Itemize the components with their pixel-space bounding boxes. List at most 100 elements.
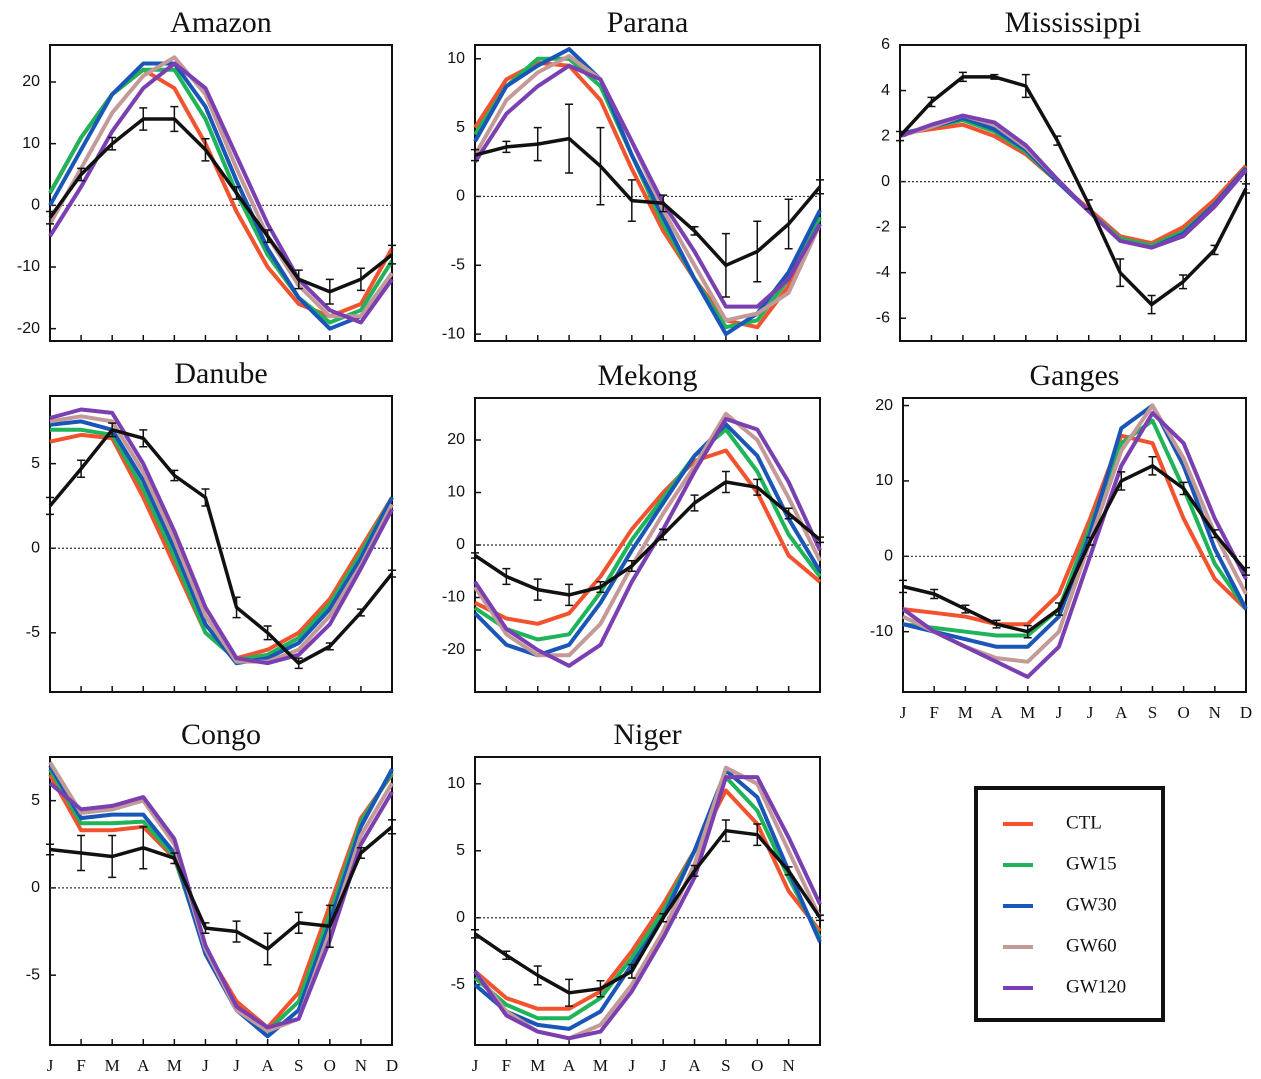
error-bar xyxy=(690,494,699,512)
legend-label: GW60 xyxy=(1066,935,1117,956)
error-bar xyxy=(471,148,479,162)
x-tick-label: M xyxy=(958,703,973,722)
observed-line xyxy=(898,75,1248,307)
y-tick-label: 0 xyxy=(456,536,465,553)
x-tick-label: F xyxy=(76,1056,85,1075)
error-bar xyxy=(721,232,730,298)
y-tick-label: 0 xyxy=(31,879,40,896)
error-bar xyxy=(627,963,636,979)
y-tick-label: -5 xyxy=(26,966,40,983)
panel-title: Ganges xyxy=(1030,359,1120,392)
error-bar xyxy=(1023,624,1032,639)
model-line xyxy=(473,427,822,642)
plot-frame xyxy=(902,397,1247,693)
model-line xyxy=(473,417,822,668)
error-bar xyxy=(533,578,542,601)
plot-frame xyxy=(49,395,393,693)
x-tick-label: N xyxy=(1209,703,1221,722)
x-tick-label: J xyxy=(47,1056,54,1075)
error-bar xyxy=(294,911,303,935)
error-bar xyxy=(170,852,179,865)
observed-line xyxy=(48,117,394,294)
y-tick-label: 2 xyxy=(881,127,890,144)
y-tick-label: -10 xyxy=(870,623,893,640)
panel-title: Danube xyxy=(174,357,267,390)
y-tick-label: 4 xyxy=(881,82,890,99)
model-line xyxy=(473,788,822,1011)
observed-line xyxy=(474,480,822,597)
y-tick-label: -2 xyxy=(876,218,890,235)
error-bar xyxy=(232,596,241,619)
y-tick-label: 0 xyxy=(456,188,465,205)
y-tick-label: -4 xyxy=(876,264,890,281)
error-bar xyxy=(170,105,179,133)
error-bar xyxy=(961,604,970,614)
error-bar xyxy=(46,496,54,516)
error-bar xyxy=(1053,135,1062,146)
x-tick-label: F xyxy=(929,703,938,722)
model-line xyxy=(902,403,1248,664)
model-line xyxy=(902,403,1248,649)
error-bar xyxy=(263,625,272,641)
error-bar xyxy=(325,642,334,651)
error-bar xyxy=(958,71,967,83)
observed-line xyxy=(48,428,394,665)
error-bar xyxy=(77,167,86,182)
model-line xyxy=(49,414,394,664)
error-bar xyxy=(1021,73,1030,99)
model-line xyxy=(474,448,822,626)
error-bar xyxy=(263,932,272,966)
x-tick-label: A xyxy=(688,1056,701,1075)
y-tick-label: -5 xyxy=(451,256,465,273)
model-line xyxy=(473,775,822,1021)
error-bar xyxy=(753,478,762,496)
panel-title: Niger xyxy=(613,718,681,751)
error-bar xyxy=(659,194,668,213)
model-line xyxy=(48,61,394,325)
error-bar xyxy=(816,536,824,544)
x-tick-label: F xyxy=(502,1056,511,1075)
error-bar xyxy=(325,904,334,949)
observed-line xyxy=(474,136,822,268)
error-bar xyxy=(690,864,699,877)
error-bar xyxy=(816,914,824,922)
error-bar xyxy=(232,186,241,200)
y-tick-label: 0 xyxy=(884,548,893,565)
error-bar xyxy=(784,866,793,876)
y-tick-label: -5 xyxy=(451,976,465,993)
x-tick-label: A xyxy=(990,703,1003,722)
error-bar xyxy=(721,819,730,843)
model-line xyxy=(902,433,1248,627)
legend-box xyxy=(974,786,1165,1022)
error-bar xyxy=(232,920,241,943)
error-bar xyxy=(77,459,86,478)
model-line xyxy=(473,63,822,309)
model-line xyxy=(899,113,1248,250)
error-bar xyxy=(721,470,730,494)
error-bar xyxy=(784,198,793,250)
model-line xyxy=(473,765,822,1041)
y-tick-label: -20 xyxy=(442,641,465,658)
x-tick-label: J xyxy=(660,1056,667,1075)
error-bar xyxy=(816,179,824,195)
panel-title: Congo xyxy=(181,718,261,751)
y-tick-label: 0 xyxy=(31,539,40,556)
x-tick-label: D xyxy=(386,1056,398,1075)
x-tick-label: A xyxy=(563,1056,576,1075)
plot-frame xyxy=(49,756,393,1046)
error-bar xyxy=(1242,183,1250,194)
error-bar xyxy=(927,96,936,108)
error-bar xyxy=(108,422,117,438)
error-bar xyxy=(990,73,999,80)
x-tick-label: J xyxy=(900,703,907,722)
y-tick-label: 5 xyxy=(31,455,40,472)
error-bar xyxy=(1179,274,1188,290)
error-bar xyxy=(596,581,605,593)
error-bar xyxy=(471,552,479,559)
x-tick-label: J xyxy=(233,1056,240,1075)
model-line xyxy=(473,411,822,658)
error-bar xyxy=(533,126,542,162)
model-line xyxy=(901,411,1248,679)
x-tick-label: O xyxy=(1177,703,1189,722)
y-tick-label: 10 xyxy=(447,50,465,67)
